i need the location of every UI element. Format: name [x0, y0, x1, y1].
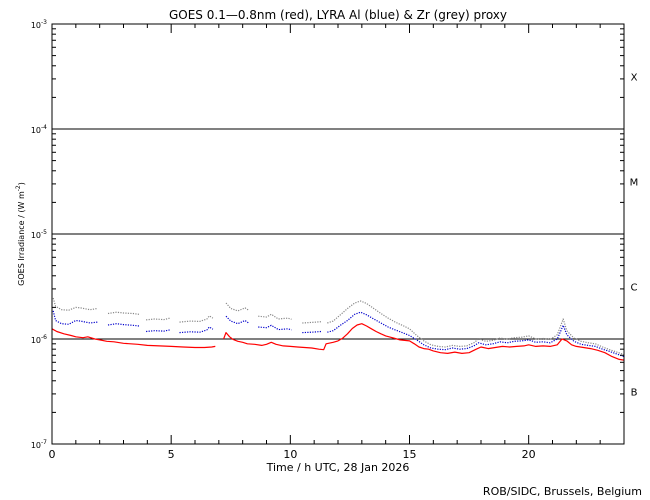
- y-tick-label-exponent: -3: [41, 19, 47, 26]
- x-tick-label: 20: [522, 448, 536, 461]
- y-tick-label-exponent: -7: [41, 439, 47, 446]
- flare-class-label-m: M: [630, 178, 639, 189]
- series-lyra-zr-segment-7: [327, 300, 625, 356]
- series-lyra-zr-segment-2: [146, 317, 171, 321]
- flare-class-label-x: X: [631, 73, 638, 84]
- series-layer: [51, 297, 625, 361]
- y-tick-label-exponent: -5: [41, 229, 47, 236]
- series-lyra-al-segment-0: [52, 310, 98, 325]
- y-axis-label-text: GOES Irradiance / (W m: [17, 191, 26, 286]
- series-lyra-al-segment-3: [179, 326, 214, 334]
- y-tick-label-base: 10: [31, 441, 41, 450]
- series-lyra-al-segment-6: [302, 330, 322, 334]
- series-lyra-al-segment-4: [225, 315, 249, 325]
- y-tick-label-exponent: -6: [41, 334, 47, 341]
- series-lyra-al-segment-7: [327, 311, 625, 358]
- flare-class-label-b: B: [631, 388, 638, 399]
- y-axis-label-close: ): [17, 182, 26, 185]
- y-tick-label: 10-4: [31, 124, 47, 135]
- y-axis-label: GOES Irradiance / (W m-2): [15, 182, 26, 286]
- series-goes-0-1-0-8nm-segment-0: [51, 328, 216, 349]
- series-lyra-zr-segment-4: [225, 302, 249, 312]
- y-tick-label-base: 10: [31, 21, 41, 30]
- series-lyra-zr-segment-5: [258, 313, 292, 320]
- series-lyra-al-segment-2: [146, 329, 171, 333]
- series-lyra-al-segment-5: [258, 324, 292, 331]
- flare-class-label-c: C: [631, 283, 638, 294]
- flare-level-lines: [52, 128, 624, 340]
- series-lyra-al-segment-1: [107, 323, 140, 327]
- series-goes-0-1-0-8nm-segment-1: [223, 323, 625, 361]
- flare-class-labels: X M C B: [630, 73, 639, 399]
- footer-credit: ROB/SIDC, Brussels, Belgium: [483, 485, 642, 498]
- y-tick-label: 10-6: [31, 334, 47, 345]
- series-lyra-zr-segment-6: [302, 321, 322, 324]
- x-tick-label: 0: [49, 448, 56, 461]
- x-tick-label: 10: [283, 448, 297, 461]
- y-tick-label: 10-7: [31, 439, 47, 450]
- series-lyra-zr-segment-0: [52, 297, 98, 311]
- x-tick-label: 5: [168, 448, 175, 461]
- series-lyra-zr-segment-1: [107, 311, 140, 315]
- y-tick-label-base: 10: [31, 231, 41, 240]
- chart-title: GOES 0.1—0.8nm (red), LYRA Al (blue) & Z…: [169, 8, 507, 22]
- y-tick-label-exponent: -4: [41, 124, 47, 131]
- y-tick-label-base: 10: [31, 126, 41, 135]
- x-tick-label: 15: [403, 448, 417, 461]
- y-axis-label-unit-exponent: -2: [15, 185, 22, 191]
- series-lyra-zr-segment-3: [179, 315, 214, 323]
- x-axis-label: Time / h UTC, 28 Jan 2026: [266, 461, 410, 474]
- y-tick-label: 10-3: [31, 19, 47, 30]
- y-tick-label-base: 10: [31, 336, 41, 345]
- y-axis-ticks: 10-710-610-510-410-3: [31, 19, 624, 450]
- x-axis-ticks: 0 5 10 15 20: [49, 24, 625, 461]
- y-tick-label: 10-5: [31, 229, 47, 240]
